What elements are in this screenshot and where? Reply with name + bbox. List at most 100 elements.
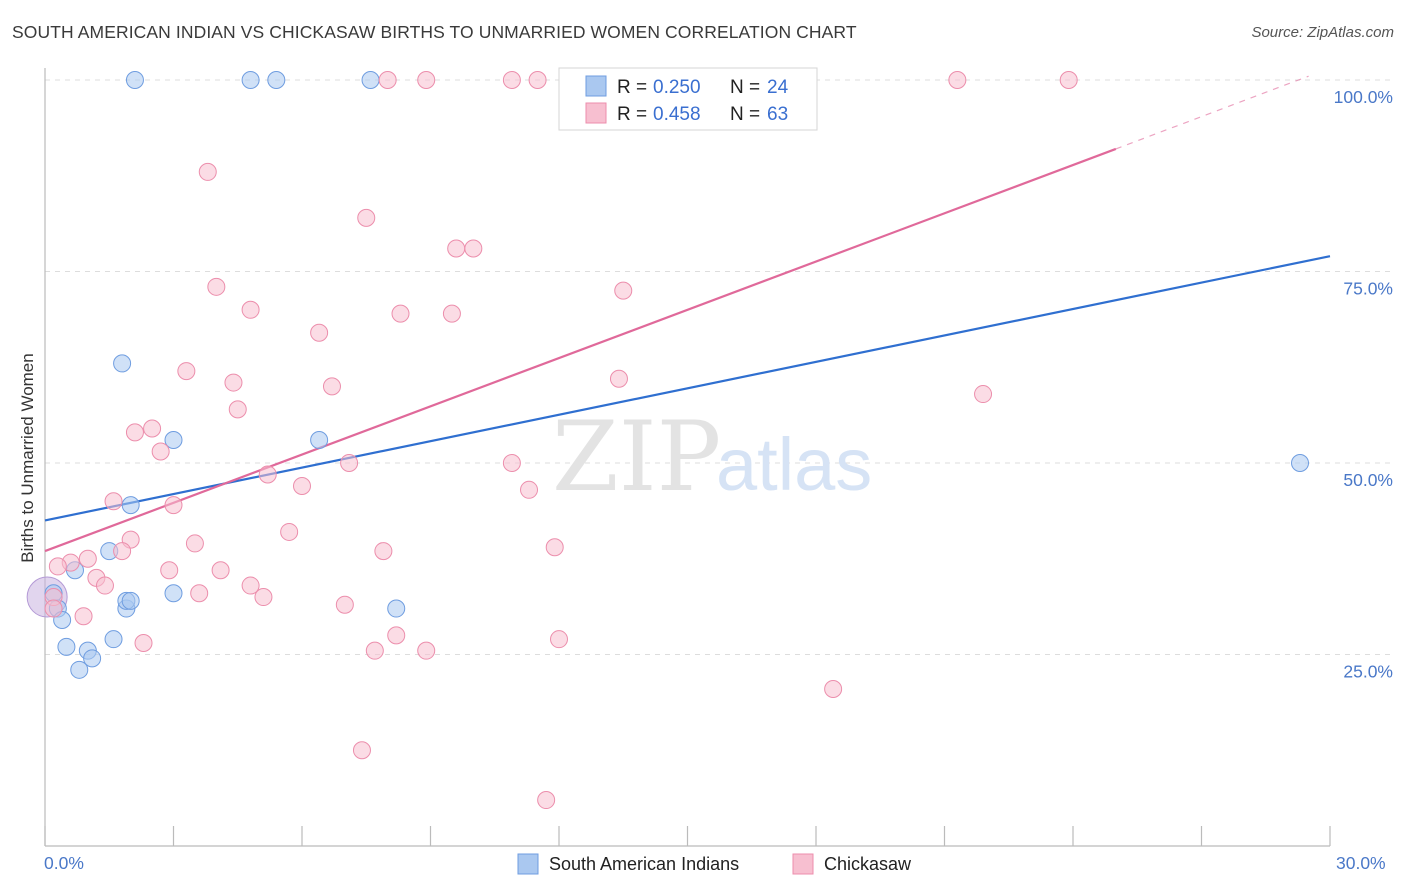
point-chickasaw-33 (280, 522, 299, 541)
point-south-american-indian-20 (57, 637, 76, 656)
point-chickasaw-17 (177, 362, 196, 381)
point-chickasaw-29 (293, 476, 311, 495)
y-tick-labels: 100.0% 75.0% 50.0% 25.0% (1334, 87, 1393, 682)
watermark: ZIP atlas (552, 401, 872, 513)
point-chickasaw-55 (134, 634, 153, 653)
y-tick-label-75: 75.0% (1343, 279, 1393, 299)
bottom-legend-swatch-pink (792, 853, 814, 875)
point-chickasaw-38 (113, 542, 132, 561)
point-south-american-indian-2 (267, 71, 286, 89)
x-tick-label-min: 0.0% (44, 853, 84, 873)
point-south-american-indian-15 (121, 591, 140, 610)
point-chickasaw-22 (228, 400, 247, 419)
point-chickasaw-52 (74, 607, 93, 626)
point-chickasaw-0 (378, 71, 397, 89)
point-chickasaw-43 (211, 561, 230, 580)
point-chickasaw-41 (48, 557, 67, 576)
point-chickasaw-25 (151, 442, 170, 461)
watermark-atlas: atlas (716, 423, 872, 506)
point-chickasaw-32 (164, 496, 183, 515)
point-south-american-indian-11 (164, 584, 183, 603)
point-chickasaw-8 (357, 208, 376, 227)
legend-n-value-2: 63 (767, 104, 788, 125)
point-chickasaw-18 (224, 373, 243, 392)
point-chickasaw-31 (104, 492, 123, 511)
legend-swatch-pink (585, 102, 607, 124)
point-chickasaw-26 (340, 454, 359, 472)
point-chickasaw-34 (185, 534, 204, 553)
series-legend: South American Indians Chickasaw (517, 853, 912, 875)
trend-line-chickasaw (44, 147, 1117, 553)
point-chickasaw-59 (352, 741, 371, 760)
point-chickasaw-58 (824, 679, 843, 698)
bottom-legend-label-1: South American Indians (549, 854, 739, 874)
point-chickasaw-9 (447, 239, 466, 258)
watermark-zip: ZIP (552, 401, 721, 513)
point-chickasaw-27 (502, 454, 521, 472)
point-chickasaw-49 (335, 595, 354, 614)
point-south-american-indian-4 (113, 354, 132, 373)
legend-r-label-2: R = (617, 104, 647, 125)
legend-r-label-1: R = (617, 77, 647, 98)
point-chickasaw-48 (254, 588, 273, 607)
point-chickasaw-45 (241, 576, 260, 595)
point-chickasaw-16 (310, 323, 329, 342)
point-south-american-indian-8 (121, 496, 140, 515)
legend-r-value-1: 0.250 (653, 77, 701, 98)
chart-title: SOUTH AMERICAN INDIAN VS CHICKASAW BIRTH… (12, 22, 857, 42)
point-chickasaw-11 (207, 277, 226, 296)
point-chickasaw-24 (125, 423, 144, 442)
source-label: Source: ZipAtlas.com (1251, 24, 1394, 41)
point-chickasaw-12 (614, 281, 633, 300)
point-chickasaw-51 (44, 599, 63, 618)
point-chickasaw-56 (365, 641, 384, 660)
point-chickasaw-14 (391, 304, 410, 323)
legend-swatch-blue (585, 75, 607, 97)
point-south-american-indian-23 (70, 660, 89, 679)
point-south-american-indian-22 (83, 649, 102, 668)
point-chickasaw-47 (190, 584, 209, 603)
legend-n-label-1: N = (730, 77, 760, 98)
gridlines (45, 79, 1395, 655)
legend-r-value-2: 0.458 (653, 104, 701, 125)
point-chickasaw-15 (442, 304, 461, 323)
y-tick-label-25: 25.0% (1343, 662, 1393, 682)
point-chickasaw-5 (948, 71, 967, 89)
legend-n-label-2: N = (730, 104, 760, 125)
y-axis-label: Births to Unmarried Women (18, 353, 37, 562)
data-points (26, 71, 1310, 810)
point-south-american-indian-6 (310, 431, 329, 450)
point-chickasaw-37 (374, 542, 393, 561)
legend-n-value-1: 24 (767, 77, 789, 98)
point-chickasaw-57 (417, 641, 436, 660)
point-south-american-indian-7 (1291, 454, 1310, 472)
bottom-legend-swatch-blue (517, 853, 539, 875)
y-tick-label-50: 50.0% (1343, 470, 1393, 490)
point-chickasaw-2 (502, 71, 521, 89)
point-south-american-indian-13 (387, 599, 406, 618)
trend-line-chickasaw-extension (1115, 75, 1309, 150)
point-chickasaw-54 (550, 630, 568, 649)
point-chickasaw-60 (537, 791, 556, 810)
point-chickasaw-10 (464, 239, 483, 258)
point-chickasaw-28 (258, 465, 277, 484)
point-chickasaw-53 (387, 626, 406, 645)
point-chickasaw-36 (545, 538, 564, 557)
point-south-american-indian-1 (241, 71, 260, 89)
point-chickasaw-23 (143, 419, 162, 438)
point-chickasaw-19 (322, 377, 341, 396)
point-chickasaw-13 (241, 300, 260, 319)
point-south-american-indian-3 (361, 71, 380, 89)
point-chickasaw-7 (198, 162, 217, 181)
point-chickasaw-20 (609, 369, 628, 388)
point-chickasaw-3 (528, 71, 547, 89)
y-tick-label-100: 100.0% (1334, 87, 1393, 107)
correlation-legend: R = 0.250 N = 24 R = 0.458 N = 63 (558, 67, 818, 131)
point-south-american-indian-5 (164, 431, 183, 450)
point-south-american-indian-0 (125, 71, 144, 89)
x-tick-label-max: 30.0% (1336, 853, 1386, 873)
point-chickasaw-6 (1059, 71, 1078, 89)
bottom-legend-label-2: Chickasaw (824, 854, 912, 874)
point-chickasaw-42 (160, 561, 179, 580)
